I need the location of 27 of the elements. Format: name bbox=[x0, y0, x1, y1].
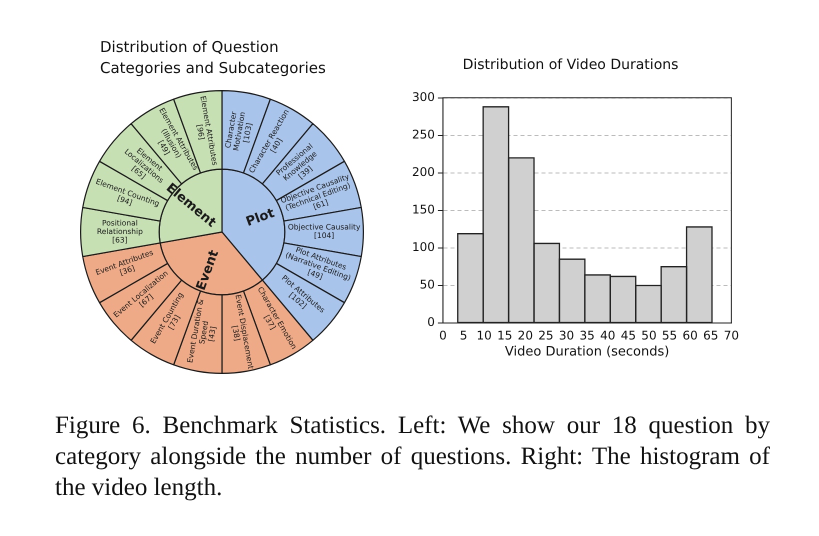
x-tick-label: 10 bbox=[476, 328, 492, 342]
x-tick-label: 65 bbox=[703, 328, 718, 342]
y-tick-label: 0 bbox=[427, 315, 435, 330]
y-tick-label: 50 bbox=[420, 278, 435, 292]
x-tick-label: 50 bbox=[641, 328, 657, 342]
x-tick-label: 5 bbox=[460, 328, 468, 342]
y-tick-label: 100 bbox=[412, 240, 435, 254]
y-tick-label: 200 bbox=[412, 164, 435, 179]
x-tick-label: 45 bbox=[620, 328, 636, 342]
x-tick-label: 20 bbox=[518, 328, 533, 342]
text: Distribution of Question Categories and Subcategories bbox=[100, 37, 327, 79]
x-tick-label: 70 bbox=[724, 328, 740, 342]
x-tick-label: 35 bbox=[579, 328, 595, 342]
x-tick-label: 60 bbox=[682, 328, 698, 342]
x-axis-title: Video Duration (seconds) bbox=[504, 344, 670, 360]
chart-title: Distribution of Video Durations bbox=[462, 57, 678, 74]
x-tick-label: 40 bbox=[600, 328, 616, 342]
x-tick-label: 55 bbox=[662, 328, 678, 342]
caption: Figure 6. Benchmark Statistics. Left: We show our 18 question by category alongside the number of questions. Right: The histogram of the video length. bbox=[55, 411, 770, 503]
x-tick-label: 25 bbox=[538, 328, 554, 342]
y-tick-label: 250 bbox=[412, 127, 435, 142]
text: Plot bbox=[244, 206, 277, 230]
x-tick-label: 0 bbox=[439, 328, 447, 342]
y-tick-label: 150 bbox=[412, 202, 435, 217]
x-tick-label: 30 bbox=[558, 328, 574, 342]
y-tick-label: 300 bbox=[412, 90, 435, 104]
x-tick-label: 15 bbox=[497, 328, 512, 342]
